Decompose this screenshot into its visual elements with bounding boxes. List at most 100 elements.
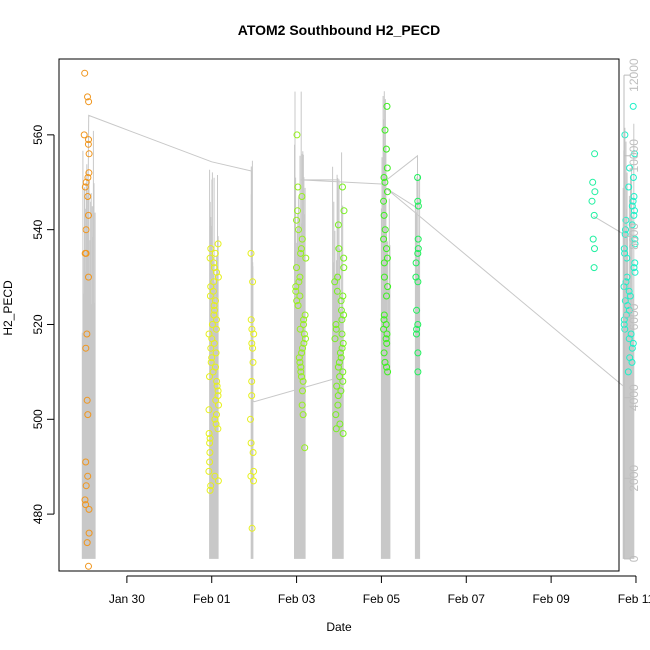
- data-point-s8-6: [630, 193, 638, 200]
- data-point-s1-14: [211, 306, 218, 314]
- data-point-s3-11: [296, 273, 304, 281]
- data-point-s5-5: [381, 178, 389, 186]
- data-point-s1-23: [212, 349, 220, 357]
- data-point-s7-1: [589, 178, 597, 186]
- data-point-s7-7: [590, 264, 598, 272]
- data-point-s5-26: [383, 363, 391, 371]
- data-point-s1-1: [207, 245, 215, 253]
- data-point-s5-25: [381, 358, 389, 366]
- data-point-s3-12: [295, 278, 303, 286]
- data-point-s0-13: [82, 226, 90, 234]
- data-point-s3-15: [296, 292, 304, 300]
- data-point-s8-14: [621, 230, 629, 238]
- data-point-s5-1: [381, 126, 389, 134]
- data-point-s8-16: [631, 240, 639, 248]
- data-point-s2-11: [247, 439, 255, 447]
- line-layer: [86, 114, 628, 403]
- data-point-s3-22: [300, 330, 308, 338]
- data-point-s8-0: [629, 102, 637, 110]
- data-point-s6-12: [413, 330, 420, 338]
- data-point-s2-4: [250, 330, 258, 338]
- data-point-s0-20: [84, 411, 92, 419]
- data-point-s3-34: [298, 401, 306, 409]
- data-point-s7-0: [591, 150, 599, 158]
- data-point-s1-18: [212, 325, 220, 333]
- y2-axis: 0 2000 4000 6000 8000 10000 12000: [623, 58, 641, 562]
- data-point-s3-36: [301, 444, 309, 452]
- data-point-s0-0: [81, 69, 89, 77]
- data-point-s6-5: [414, 249, 422, 257]
- data-point-s8-4: [629, 174, 637, 181]
- data-point-s4-14: [332, 321, 340, 328]
- data-point-s3-9: [302, 254, 310, 262]
- data-point-s6-7: [412, 273, 420, 281]
- data-point-s1-24: [208, 354, 216, 362]
- data-point-s5-27: [384, 368, 392, 376]
- data-point-s1-3: [206, 254, 214, 262]
- data-point-s8-2: [631, 150, 639, 158]
- data-point-s1-17: [208, 321, 216, 328]
- data-point-s8-20: [631, 259, 639, 267]
- data-point-s3-14: [292, 287, 300, 295]
- data-point-s4-3: [335, 245, 343, 253]
- data-point-s1-28: [206, 373, 213, 381]
- data-point-s3-20: [300, 321, 307, 328]
- x-tick-label-6: Feb 11: [618, 592, 650, 606]
- data-point-s8-12: [628, 221, 636, 229]
- data-point-s4-33: [332, 425, 340, 433]
- data-point-s0-27: [85, 529, 93, 537]
- data-point-s1-41: [206, 434, 214, 442]
- data-point-s8-34: [621, 325, 629, 333]
- data-point-s1-34: [215, 401, 222, 409]
- data-point-s7-2: [591, 188, 599, 196]
- data-point-s4-17: [331, 335, 339, 343]
- data-point-s1-48: [207, 482, 215, 490]
- data-point-s5-21: [383, 330, 391, 338]
- data-point-s4-31: [332, 411, 340, 419]
- data-point-s3-17: [294, 302, 302, 309]
- data-point-s8-7: [629, 197, 637, 205]
- data-point-s3-4: [293, 216, 300, 224]
- data-point-s4-9: [339, 292, 347, 300]
- data-point-s6-8: [414, 278, 422, 286]
- data-point-s1-30: [213, 382, 221, 390]
- data-point-s3-0: [293, 131, 301, 139]
- data-point-s5-10: [380, 235, 388, 243]
- data-point-s3-6: [298, 235, 306, 243]
- y-tick-label-2: 520: [31, 314, 45, 334]
- data-point-s1-35: [205, 406, 213, 414]
- x-tick-label-0: Jan 30: [109, 592, 145, 606]
- data-point-s2-1: [249, 278, 257, 286]
- data-point-s8-36: [625, 335, 633, 343]
- data-point-s3-8: [297, 249, 305, 257]
- data-point-s1-2: [211, 249, 219, 257]
- data-point-s3-23: [302, 335, 309, 343]
- points-layer: [80, 69, 639, 570]
- data-point-s2-8: [248, 377, 256, 385]
- data-point-s0-8: [84, 174, 92, 181]
- data-point-s0-11: [84, 193, 92, 200]
- data-point-s0-5: [84, 140, 92, 148]
- data-point-s0-28: [83, 539, 91, 547]
- data-point-s0-25: [82, 501, 90, 509]
- data-point-s1-4: [210, 259, 218, 267]
- data-point-s8-38: [628, 344, 636, 352]
- data-point-s3-18: [301, 311, 309, 319]
- data-point-s4-16: [338, 330, 346, 338]
- data-point-s1-16: [213, 316, 220, 324]
- data-point-s6-4: [414, 245, 422, 253]
- data-point-s8-26: [625, 287, 633, 295]
- data-point-s6-1: [414, 197, 422, 205]
- data-point-s2-0: [247, 249, 255, 257]
- data-point-s4-8: [333, 287, 341, 295]
- data-point-s1-44: [206, 458, 214, 466]
- data-point-s4-26: [339, 377, 347, 385]
- data-point-s3-35: [299, 411, 307, 419]
- data-point-s1-49: [206, 486, 214, 494]
- data-point-s0-24: [81, 496, 89, 504]
- data-point-s4-7: [331, 278, 339, 286]
- data-point-s4-22: [335, 358, 343, 366]
- spike-group-6: [414, 175, 421, 559]
- data-point-s4-15: [332, 325, 340, 333]
- data-point-s5-6: [384, 188, 391, 196]
